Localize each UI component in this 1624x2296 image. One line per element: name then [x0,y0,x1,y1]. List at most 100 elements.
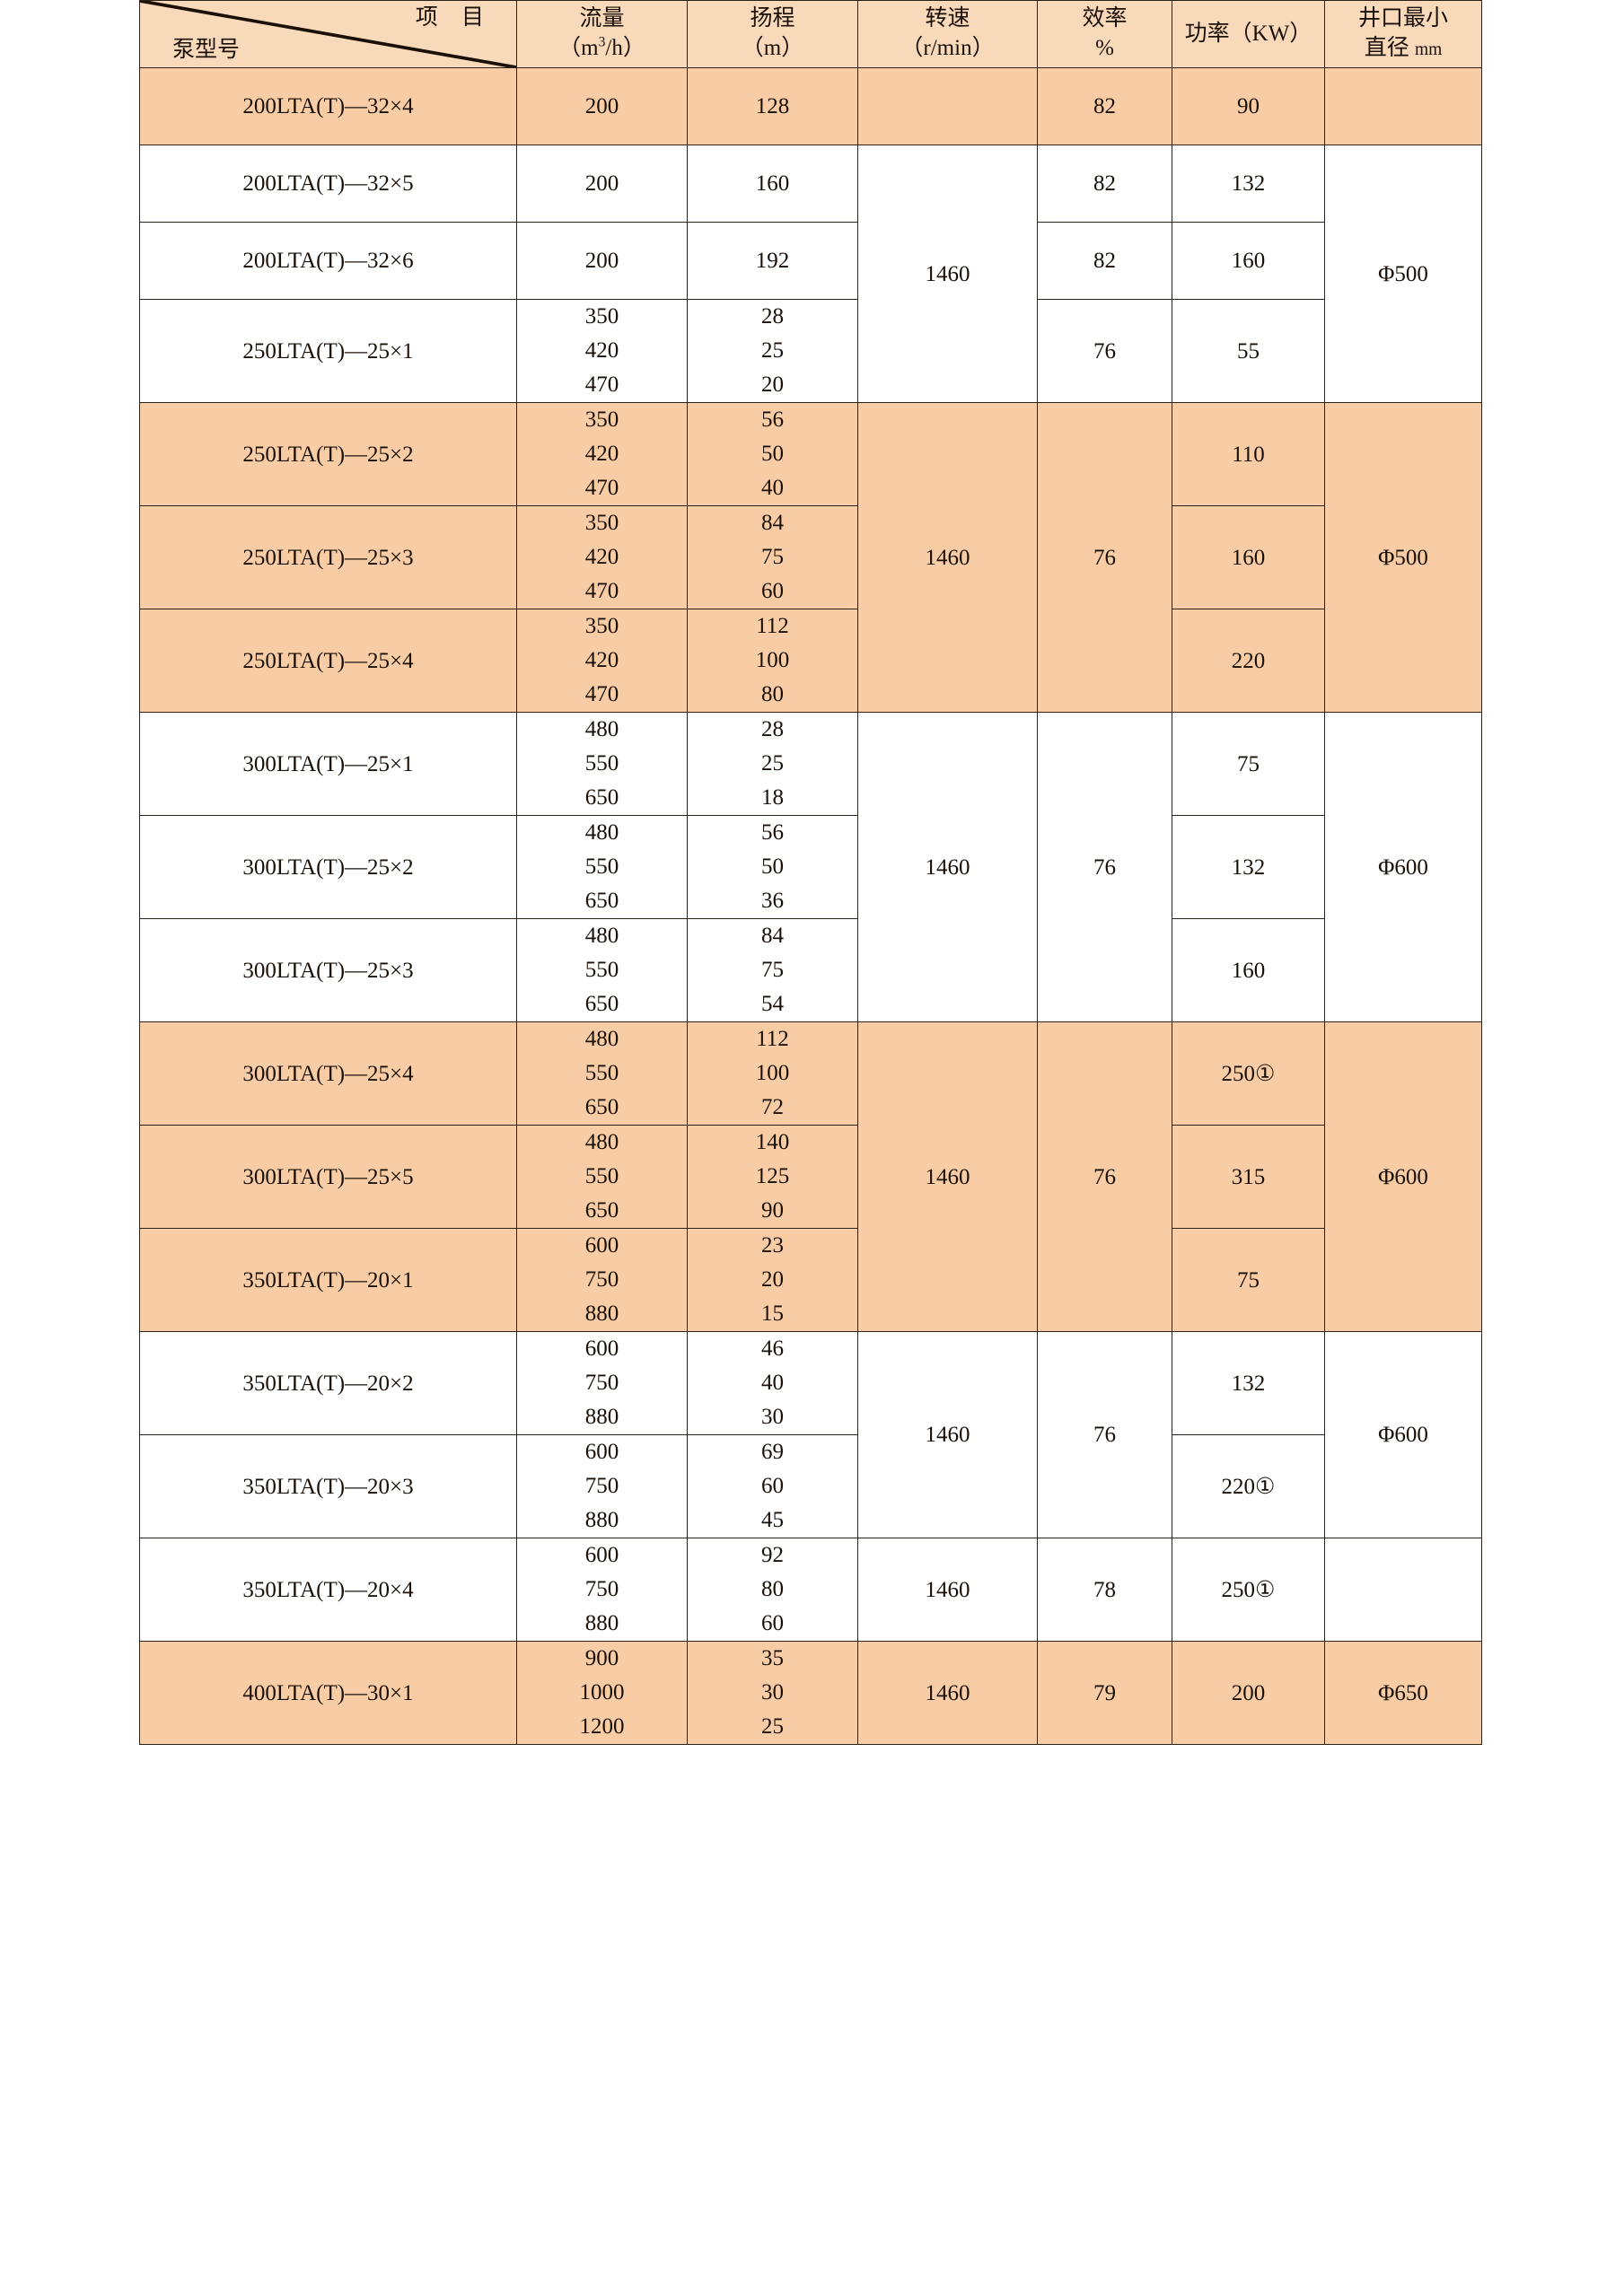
cell-speed: 1460 [857,1538,1038,1642]
cell-power: 160 [1172,918,1325,1022]
table-row: 250LTA(T)—25×1 350 420 470 28 25 20 76 55 [139,299,1482,403]
cell-head-value: 25 [761,338,784,363]
table-row: 350LTA(T)—20×1 600 750 880 23 20 15 75 [139,1228,1482,1332]
cell-flow: 600 750 880 [516,1228,688,1332]
table-row: 250LTA(T)—25×3 350 420 470 84 75 60 160 [139,505,1482,609]
cell-head-value: 80 [761,1577,784,1601]
cell-head-value: 25 [761,751,784,776]
cell-power: 200 [1172,1641,1325,1745]
cell-head-value: 18 [761,785,784,810]
cell-head: 28 25 20 [687,299,858,403]
header-flow-unit: （m3/h） [558,34,645,60]
cell-head-value: 50 [761,442,784,466]
cell-head-value: 35 [761,1646,784,1670]
cell-head: 56 50 40 [687,402,858,506]
cell-flow-value: 200 [584,93,619,118]
cell-wellhead-diameter: Φ600 [1324,1331,1482,1538]
cell-flow-value: 1000 [579,1680,625,1704]
cell-efficiency: 76 [1037,402,1172,713]
cell-power: 250① [1172,1021,1325,1126]
cell-head-value: 56 [761,820,784,845]
cell-pump-model: 250LTA(T)—25×3 [139,505,517,609]
cell-head-value: 75 [761,545,784,569]
cell-flow: 480 550 650 [516,1021,688,1126]
cell-pump-model: 300LTA(T)—25×2 [139,815,517,919]
cell-flow-value: 350 [584,511,619,535]
cell-head: 84 75 54 [687,918,858,1022]
cell-wellhead-diameter: Φ650 [1324,1641,1482,1745]
cell-speed: 1460 [857,1021,1038,1332]
cell-efficiency: 79 [1037,1641,1172,1745]
pump-specification-table: 项 目 泵型号 流量 （m3/h） 扬程 （m） 转速 （r/min） 效率 [139,0,1482,1745]
cell-pump-model: 350LTA(T)—20×3 [139,1434,517,1538]
cell-pump-model: 200LTA(T)—32×4 [139,67,517,145]
cell-flow-value: 650 [584,1095,619,1119]
cell-flow: 480 550 650 [516,815,688,919]
cell-power: 160 [1172,505,1325,609]
cell-speed: 1460 [857,402,1038,713]
cell-flow: 350 420 470 [516,299,688,403]
cell-head: 46 40 30 [687,1331,858,1435]
cell-head: 140 125 90 [687,1125,858,1229]
cell-pump-model: 300LTA(T)—25×5 [139,1125,517,1229]
cell-head-value: 140 [755,1130,790,1154]
table-row: 200LTA(T)—32×6 200 192 82 160 [139,222,1482,300]
cell-head: 28 25 18 [687,712,858,816]
cell-head-value: 160 [755,171,790,196]
cell-head-value: 20 [761,1267,784,1292]
cell-flow-value: 550 [584,1164,619,1188]
cell-head-value: 30 [761,1405,784,1429]
cell-head-value: 112 [756,1027,789,1051]
cell-flow-value: 480 [584,1130,619,1154]
cell-efficiency: 82 [1037,145,1172,223]
cell-speed: 1460 [857,712,1038,1022]
table-row: 400LTA(T)—30×1 900 1000 1200 35 30 25 1460 79 200… [139,1641,1482,1745]
header-eff-unit: % [1095,36,1114,60]
cell-head-value: 36 [761,889,784,913]
cell-pump-model: 400LTA(T)—30×1 [139,1641,517,1745]
cell-head: 35 30 25 [687,1641,858,1745]
cell-flow-value: 650 [584,889,619,913]
cell-wellhead-diameter: Φ600 [1324,712,1482,1022]
cell-head: 112 100 80 [687,609,858,713]
cell-flow-value: 420 [584,545,619,569]
cell-flow-value: 550 [584,958,619,982]
cell-head-value: 28 [761,717,784,741]
cell-flow: 350 420 470 [516,609,688,713]
cell-head-value: 45 [761,1508,784,1532]
cell-flow-value: 650 [584,785,619,810]
cell-flow: 480 550 650 [516,918,688,1022]
cell-head-value: 69 [761,1440,784,1464]
header-speed-title: 转速 [925,6,970,31]
cell-flow-value: 600 [584,1440,619,1464]
cell-flow-value: 480 [584,820,619,845]
cell-head: 128 [687,67,858,145]
cell-flow-value: 880 [584,1611,619,1635]
cell-head-value: 30 [761,1680,784,1704]
cell-flow-value: 480 [584,924,619,948]
cell-head-value: 84 [761,511,784,535]
cell-head: 23 20 15 [687,1228,858,1332]
cell-flow-value: 420 [584,338,619,363]
cell-flow-value: 600 [584,1336,619,1361]
cell-pump-model: 200LTA(T)—32×6 [139,222,517,300]
cell-flow-value: 600 [584,1233,619,1258]
cell-head-value: 28 [761,304,784,329]
cell-head: 69 60 45 [687,1434,858,1538]
cell-head-value: 60 [761,1474,784,1498]
cell-speed: 1460 [857,1641,1038,1745]
cell-head-value: 72 [761,1095,784,1119]
cell-flow-value: 550 [584,751,619,776]
cell-head: 84 75 60 [687,505,858,609]
table-row: 300LTA(T)—25×5 480 550 650 140 125 90 315 [139,1125,1482,1229]
header-dia-title: 井口最小 [1357,6,1448,31]
cell-flow-value: 750 [584,1267,619,1292]
header-head-title: 扬程 [750,6,795,31]
cell-head-value: 80 [761,682,784,706]
table-row: 250LTA(T)—25×4 350 420 470 112 100 80 220 [139,609,1482,713]
cell-speed: 1460 [857,145,1038,403]
cell-head-value: 84 [761,924,784,948]
cell-pump-model: 200LTA(T)—32×5 [139,145,517,223]
cell-head: 112 100 72 [687,1021,858,1126]
cell-speed: 1460 [857,1331,1038,1538]
